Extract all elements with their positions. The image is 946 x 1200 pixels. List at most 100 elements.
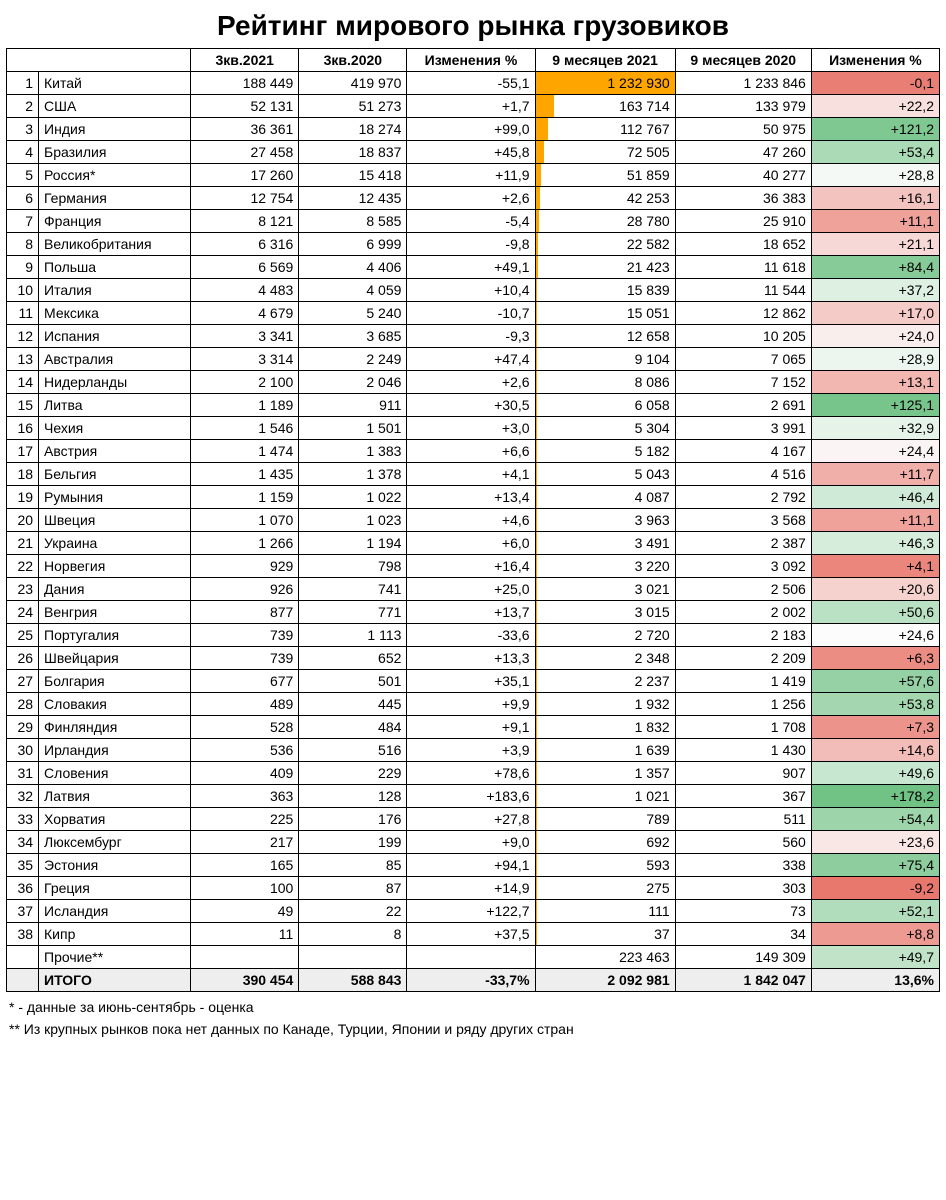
q2020-cell: 22	[299, 900, 407, 923]
header-m2020: 9 месяцев 2020	[675, 49, 811, 72]
m2021-cell: 3 491	[535, 532, 675, 555]
q2021-cell: 1 435	[191, 463, 299, 486]
chg-q-cell: +94,1	[407, 854, 535, 877]
m2021-cell: 163 714	[535, 95, 675, 118]
header-q2021: 3кв.2021	[191, 49, 299, 72]
m2021-cell: 1 357	[535, 762, 675, 785]
country-cell: Швеция	[39, 509, 191, 532]
rank-cell	[7, 946, 39, 969]
chg-q-cell: +122,7	[407, 900, 535, 923]
q2021-cell: 739	[191, 647, 299, 670]
chg-m-cell: +17,0	[811, 302, 939, 325]
rank-cell: 9	[7, 256, 39, 279]
m2020-cell: 34	[675, 923, 811, 946]
country-cell: Ирландия	[39, 739, 191, 762]
m2021-cell: 692	[535, 831, 675, 854]
country-cell: Эстония	[39, 854, 191, 877]
chg-q-cell	[407, 946, 535, 969]
m2020-cell: 1 430	[675, 739, 811, 762]
q2020-cell: 1 113	[299, 624, 407, 647]
q2020-cell: 445	[299, 693, 407, 716]
table-row: 28Словакия489445+9,91 9321 256+53,8	[7, 693, 940, 716]
rank-cell: 3	[7, 118, 39, 141]
chg-q-cell: +25,0	[407, 578, 535, 601]
q2020-cell: 8 585	[299, 210, 407, 233]
q2020-cell: 484	[299, 716, 407, 739]
q2021-cell: 8 121	[191, 210, 299, 233]
q2021-cell: 929	[191, 555, 299, 578]
country-cell: Австрия	[39, 440, 191, 463]
rank-cell: 34	[7, 831, 39, 854]
m2020-cell: 2 183	[675, 624, 811, 647]
q2021-cell: 52 131	[191, 95, 299, 118]
q2021-cell: 2 100	[191, 371, 299, 394]
m2021-cell: 9 104	[535, 348, 675, 371]
rank-cell: 14	[7, 371, 39, 394]
q2020-cell: 18 274	[299, 118, 407, 141]
m2021-cell: 5 304	[535, 417, 675, 440]
m2021-cell: 28 780	[535, 210, 675, 233]
q2021-cell: 4 679	[191, 302, 299, 325]
q2020-cell: 1 023	[299, 509, 407, 532]
chg-q-cell: +3,0	[407, 417, 535, 440]
chg-q-cell: +10,4	[407, 279, 535, 302]
chg-q-cell: -10,7	[407, 302, 535, 325]
q2020-cell: 5 240	[299, 302, 407, 325]
rank-cell: 21	[7, 532, 39, 555]
m2021-cell: 72 505	[535, 141, 675, 164]
chg-m-cell: +4,1	[811, 555, 939, 578]
total-label: ИТОГО	[39, 969, 191, 992]
table-row: 18Бельгия1 4351 378+4,15 0434 516+11,7	[7, 463, 940, 486]
chg-q-cell: +4,1	[407, 463, 535, 486]
country-cell: Польша	[39, 256, 191, 279]
m2021-cell: 22 582	[535, 233, 675, 256]
header-chg-q: Изменения %	[407, 49, 535, 72]
q2021-cell: 36 361	[191, 118, 299, 141]
q2020-cell: 85	[299, 854, 407, 877]
q2021-cell: 1 159	[191, 486, 299, 509]
rank-cell: 32	[7, 785, 39, 808]
rank-cell: 28	[7, 693, 39, 716]
chg-m-cell: +46,4	[811, 486, 939, 509]
country-cell: Нидерланды	[39, 371, 191, 394]
country-cell: Кипр	[39, 923, 191, 946]
m2021-cell: 6 058	[535, 394, 675, 417]
rank-cell: 18	[7, 463, 39, 486]
chg-m-cell: +178,2	[811, 785, 939, 808]
chg-m-cell: +75,4	[811, 854, 939, 877]
chg-q-cell: +6,0	[407, 532, 535, 555]
m2021-cell: 1 832	[535, 716, 675, 739]
rank-cell: 19	[7, 486, 39, 509]
table-row: 10Италия4 4834 059+10,415 83911 544+37,2	[7, 279, 940, 302]
q2021-cell: 100	[191, 877, 299, 900]
m2021-cell: 593	[535, 854, 675, 877]
country-cell: Украина	[39, 532, 191, 555]
country-cell: Франция	[39, 210, 191, 233]
rank-cell: 16	[7, 417, 39, 440]
q2021-cell: 3 341	[191, 325, 299, 348]
chg-q-cell: +3,9	[407, 739, 535, 762]
country-cell: Словения	[39, 762, 191, 785]
country-cell: Люксембург	[39, 831, 191, 854]
chg-m-cell: +46,3	[811, 532, 939, 555]
country-cell: Китай	[39, 72, 191, 95]
q2020-cell: 2 046	[299, 371, 407, 394]
rank-cell: 15	[7, 394, 39, 417]
chg-q-cell: +16,4	[407, 555, 535, 578]
table-row: 16Чехия1 5461 501+3,05 3043 991+32,9	[7, 417, 940, 440]
rank-cell: 27	[7, 670, 39, 693]
chg-q-cell: +13,4	[407, 486, 535, 509]
country-cell: Испания	[39, 325, 191, 348]
chg-q-cell: -33,6	[407, 624, 535, 647]
chg-m-cell: +22,2	[811, 95, 939, 118]
q2020-cell: 911	[299, 394, 407, 417]
q2020-cell: 2 249	[299, 348, 407, 371]
q2020-cell: 12 435	[299, 187, 407, 210]
rank-cell: 10	[7, 279, 39, 302]
q2021-cell: 409	[191, 762, 299, 785]
table-row: 21Украина1 2661 194+6,03 4912 387+46,3	[7, 532, 940, 555]
country-cell: Бразилия	[39, 141, 191, 164]
m2020-cell: 1 233 846	[675, 72, 811, 95]
m2021-cell: 15 051	[535, 302, 675, 325]
q2020-cell: 652	[299, 647, 407, 670]
